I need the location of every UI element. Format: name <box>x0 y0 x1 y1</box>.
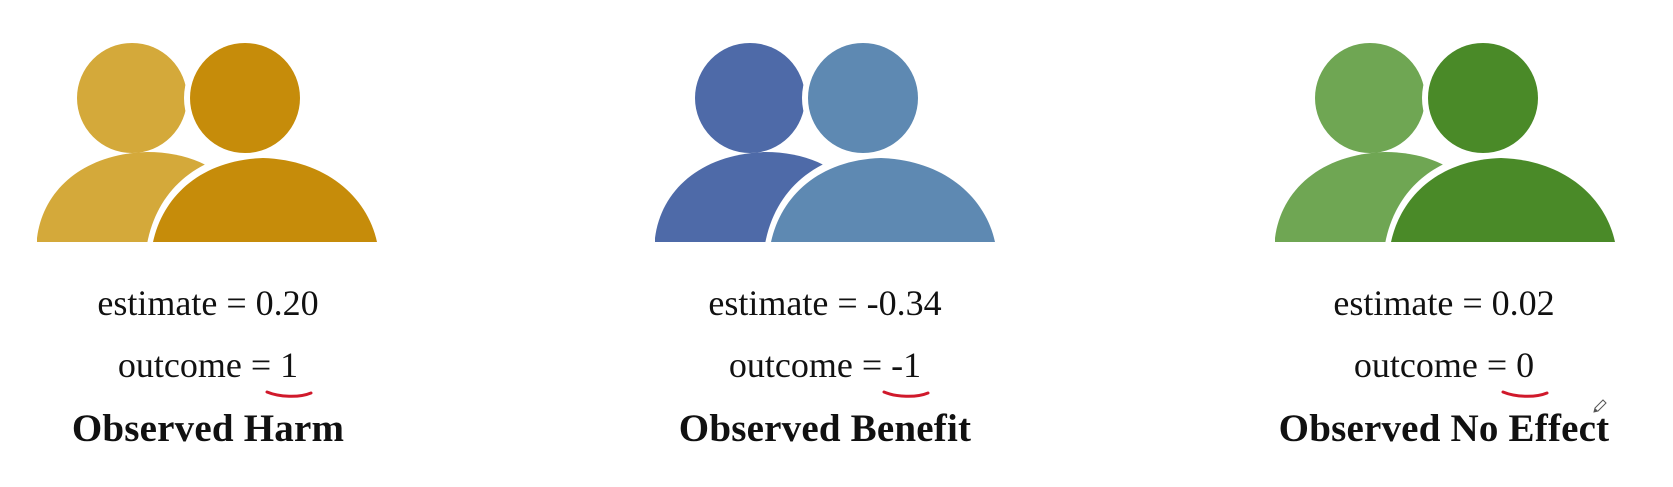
panel-observed-harm: estimate = 0.20 outcome = 1 Observed Har… <box>0 0 420 487</box>
estimate-label: estimate = 0.02 <box>1236 282 1652 324</box>
estimate-label: estimate = -0.34 <box>617 282 1033 324</box>
panel-observed-benefit: estimate = -0.34 outcome = -1 Observed B… <box>617 0 1037 487</box>
outcome-value: 0 <box>1516 344 1534 386</box>
outcome-label: outcome = 1 <box>28 344 388 386</box>
panel-title: Observed No Effect <box>1236 406 1652 452</box>
front-person <box>1385 40 1615 244</box>
panel-title: Observed Benefit <box>617 406 1033 452</box>
outcome-value: 1 <box>280 344 298 386</box>
outcome-value-text: 1 <box>280 345 298 385</box>
red-underline-annotation <box>265 388 313 400</box>
outcome-prefix: outcome = <box>729 345 891 385</box>
outcome-value: -1 <box>891 344 921 386</box>
red-underline-annotation <box>882 388 930 400</box>
outcome-value-text: 0 <box>1516 345 1534 385</box>
front-person <box>765 40 995 244</box>
pencil-cursor-icon <box>1592 398 1608 414</box>
two-people-icon <box>1275 40 1615 262</box>
panel-title: Observed Harm <box>28 406 388 452</box>
outcome-value-text: -1 <box>891 345 921 385</box>
red-underline-annotation <box>1501 388 1549 400</box>
two-people-icon <box>655 40 995 262</box>
estimate-label: estimate = 0.20 <box>28 282 388 324</box>
outcome-label: outcome = 0 <box>1236 344 1652 386</box>
outcome-label: outcome = -1 <box>617 344 1033 386</box>
front-person <box>147 40 377 244</box>
two-people-icon <box>37 40 377 262</box>
outcome-prefix: outcome = <box>118 345 280 385</box>
outcome-prefix: outcome = <box>1354 345 1516 385</box>
